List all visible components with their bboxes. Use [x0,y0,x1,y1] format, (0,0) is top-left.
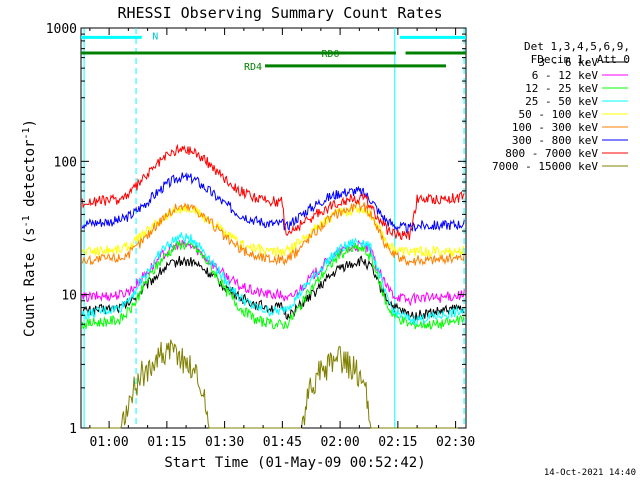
series-line-5 [81,201,465,267]
legend-label-0: 3 - 6 keV [538,56,598,69]
x-tick-label-6: 02:30 [436,435,475,450]
y-tick-label-1: 10 [61,289,77,304]
y-tick-label-0: 1 [69,422,77,437]
legend-label-6: 300 - 800 keV [512,134,598,147]
status-bar-label-0: N [152,31,158,42]
legend-label-3: 25 - 50 keV [525,95,598,108]
legend: Det 1,3,4,5,6,9,FDecim 1, Att 03 - 6 keV… [492,40,630,173]
chart-title: RHESSI Observing Summary Count Rates [117,4,442,22]
x-axis-ticks: 01:00 01:15 01:30 01:45 02:00 02:15 02:30 [89,28,475,450]
status-bar-label-1: RD0 [321,49,339,60]
series-line-3 [81,232,465,326]
y-tick-label-3: 1000 [46,22,77,37]
legend-label-1: 6 - 12 keV [532,69,599,82]
series-line-6 [81,171,465,235]
x-axis-label: Start Time (01-May-09 00:52:42) [164,455,425,471]
x-tick-label-5: 02:15 [378,435,417,450]
series-line-8 [82,339,465,429]
legend-label-2: 12 - 25 keV [525,82,598,95]
legend-header-0: Det 1,3,4,5,6,9, [524,40,630,53]
series-line-2 [81,240,465,330]
status-bar-label-2: RD4 [244,62,262,73]
series-line-7 [81,143,465,241]
series-line-0 [81,255,465,321]
x-tick-label-2: 01:30 [205,435,244,450]
y-axis-ticks: 1 10 100 1000 [46,22,466,437]
status-bars: N RD0 RD4 [81,31,466,73]
legend-label-4: 50 - 100 keV [519,108,599,121]
x-tick-label-4: 02:00 [321,435,360,450]
legend-label-5: 100 - 300 keV [512,121,598,134]
y-tick-label-2: 100 [54,155,77,170]
series-lines [81,143,465,429]
x-tick-label-0: 01:00 [90,435,129,450]
legend-header-1: FDecim 1, Att 0 [531,53,630,66]
legend-label-8: 7000 - 15000 keV [492,160,598,173]
x-tick-label-3: 01:45 [263,435,302,450]
timestamp: 14-Oct-2021 14:40 [544,468,636,478]
legend-label-7: 800 - 7000 keV [505,147,598,160]
series-line-4 [81,204,465,259]
series-line-1 [81,239,465,306]
y-axis-label: Count Rate (s-1 detector-1) [21,119,38,337]
x-tick-label-1: 01:15 [147,435,186,450]
